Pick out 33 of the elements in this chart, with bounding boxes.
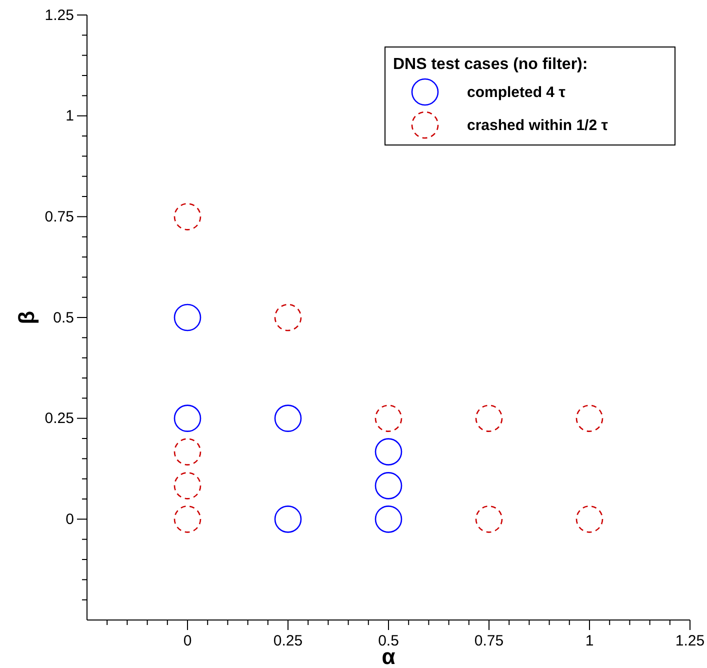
y-tick-label: 1.25: [44, 6, 74, 24]
point: [475, 506, 503, 533]
legend-title: DNS test cases (no filter):: [393, 56, 588, 73]
point: [576, 404, 604, 432]
point: [475, 404, 503, 432]
legend-label: completed 4 τ: [467, 84, 566, 101]
point: [374, 472, 402, 500]
point: [174, 506, 202, 533]
legend-label: crashed within 1/2 τ: [467, 117, 608, 134]
point: [374, 404, 402, 432]
point: [274, 304, 302, 332]
point: [374, 438, 402, 466]
point: [174, 203, 202, 230]
y-tick-label: 0.25: [44, 410, 74, 428]
y-tick-label: 0.75: [44, 208, 74, 226]
point: [174, 404, 202, 432]
point: [576, 506, 604, 533]
y-tick-label: 1: [66, 108, 74, 125]
point: [274, 404, 302, 432]
x-tick-label: 0.5: [378, 632, 399, 650]
point: [174, 304, 202, 332]
y-axis-title: β: [14, 310, 39, 324]
x-tick-label: 0.25: [273, 632, 303, 650]
point: [374, 506, 402, 533]
y-tick-label: 0: [66, 510, 74, 528]
point: [274, 506, 302, 533]
x-tick-label: 0.75: [474, 632, 504, 650]
point: [174, 438, 202, 466]
point: [174, 472, 202, 500]
x-tick-label: 0: [183, 632, 192, 650]
x-tick-label: 1: [585, 632, 594, 650]
x-tick-label: 1.25: [675, 632, 705, 650]
y-tick-label: 0.5: [53, 309, 74, 326]
